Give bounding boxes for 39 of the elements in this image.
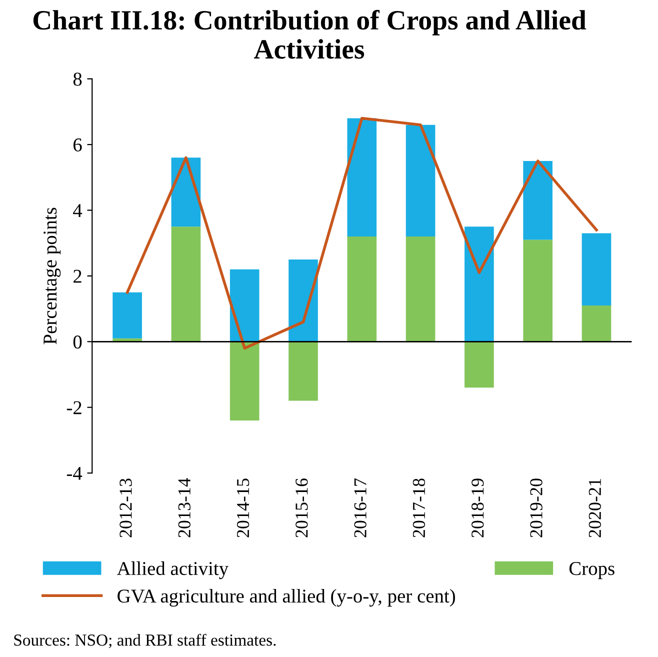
y-tick-label: 0 [73,335,82,349]
bar [523,240,553,342]
y-tick-label: -4 [66,466,82,480]
x-tick-label: 2019-20 [530,478,542,538]
x-tick-label: 2012-13 [120,478,132,538]
legend-label: GVA agriculture and allied (y-o-y, per cent) [118,588,456,607]
y-axis-title: Percentage points [44,208,61,344]
bar [464,226,494,342]
bar [347,118,377,237]
bar [464,342,494,388]
bar [288,342,318,401]
x-tick-label: 2013-14 [178,478,190,538]
bar [288,260,318,342]
legend-label: Allied activity [116,561,228,580]
bar [582,306,612,342]
x-tick-label: 2017-18 [412,478,426,538]
chart-title: Chart III.18: Contribution of Crops and Allied Activities [33,10,586,59]
bar [230,342,260,420]
bar [112,292,142,338]
y-tick-label: 2 [74,270,82,283]
bar [171,226,201,342]
y-tick-label: 6 [74,138,82,152]
y-tick-label: -2 [66,401,82,414]
bar [406,236,436,342]
bar [523,160,553,240]
source-note: Sources: NSO; and RBI staff estimates. [14,634,276,648]
bar [582,233,612,306]
x-tick-label: 2020-21 [588,478,602,538]
y-tick-label: 4 [73,204,82,217]
line-series [126,116,598,350]
y-tick-label: 8 [73,72,82,86]
bar [347,236,377,342]
x-tick-label: 2015-16 [296,478,308,538]
x-tick-label: 2018-19 [472,478,484,538]
bar [406,124,436,237]
x-tick-label: 2014-15 [236,478,250,538]
bar [230,269,260,342]
x-tick-label: 2016-17 [354,478,366,538]
legend-label: Crops [569,562,614,580]
